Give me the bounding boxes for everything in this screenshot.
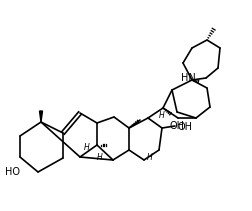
Text: OH: OH bbox=[170, 121, 185, 131]
Text: HO: HO bbox=[5, 167, 20, 177]
Text: OH: OH bbox=[178, 122, 193, 132]
Text: H: H bbox=[147, 153, 153, 161]
Text: H: H bbox=[97, 153, 103, 162]
Text: H: H bbox=[159, 111, 165, 119]
Text: HN: HN bbox=[181, 73, 196, 83]
Text: H: H bbox=[84, 143, 90, 153]
Polygon shape bbox=[40, 111, 43, 122]
